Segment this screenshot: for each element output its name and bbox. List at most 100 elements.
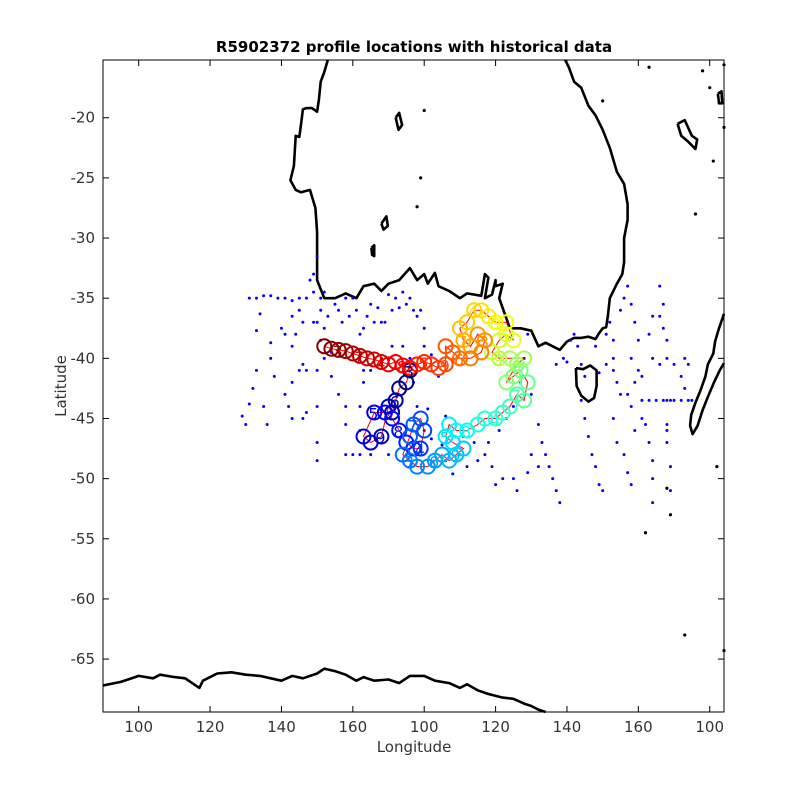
x-tick-label: 160 [339,718,368,736]
profile-marker [437,338,454,355]
x-tick-label: 100 [124,718,153,736]
historical-point [369,368,373,372]
historical-point [668,489,672,493]
profile-number-label: 4 [375,354,385,373]
historical-point [312,272,316,276]
historical-point [262,294,266,298]
historical-point [515,489,519,493]
historical-point [404,302,408,306]
historical-point [558,501,562,505]
antarctica-coastline [102,667,547,714]
historical-point [387,293,391,297]
historical-point [497,429,501,433]
historical-point [579,398,583,402]
historical-point [619,392,622,396]
historical-point [390,344,394,348]
historical-point [597,483,601,487]
historical-point [365,314,369,318]
historical-point [304,368,308,372]
historical-point [269,294,273,298]
profile-number-label: 3 [404,362,414,381]
historical-point [668,465,672,469]
historical-point [658,284,662,288]
historical-point [351,453,355,457]
historical-point [554,362,558,366]
x-tick-label: 100 [695,718,724,736]
historical-point [690,398,694,402]
historical-point [265,422,269,426]
profile-number-label: 4 [468,302,478,321]
historical-point [297,368,301,372]
historical-point [244,422,248,426]
profile-number-label: 7 [354,348,364,367]
historical-point [358,332,362,336]
historical-point [665,422,669,426]
x-tick-label: 140 [267,718,296,736]
profile-number-label: 7 [511,386,521,405]
historical-point [272,374,276,378]
historical-point [283,296,287,300]
historical-point [679,398,683,402]
historical-point [672,398,676,402]
profile-number-label: 9 [450,447,460,466]
profile-number-label: 6 [390,392,400,411]
profile-marker [355,428,372,445]
historical-point [344,404,348,408]
historical-point [608,320,612,324]
profile-marker [473,302,490,319]
historical-point [322,290,326,294]
historical-point [536,422,540,426]
profile-number-label: 4 [490,410,500,429]
profile-number-label: 4 [415,441,425,460]
historical-point [240,414,244,418]
historical-point [626,392,630,396]
historical-point [408,296,412,300]
historical-point [376,306,380,310]
profile-number-label: 7 [457,332,467,351]
historical-point [247,296,251,300]
profile-marker [501,398,518,415]
historical-point [526,332,530,336]
historical-point [451,472,455,476]
historical-point [329,374,333,378]
profile-marker [366,351,383,368]
historical-point [304,410,308,414]
historical-point [344,422,348,426]
historical-point [315,441,319,445]
historical-point [312,290,316,294]
historical-point [429,437,433,441]
historical-point [254,368,258,372]
tasmania-coastline [574,364,598,403]
historical-point [647,441,651,445]
historical-point [672,362,676,366]
historical-point [640,416,644,420]
historical-point [369,302,373,306]
historical-point [412,308,415,312]
profile-marker [384,410,401,427]
historical-point [686,398,690,402]
island-coastline [716,90,724,105]
historical-point [615,441,619,445]
profile-marker [498,314,515,331]
historical-point [347,314,351,318]
historical-point [251,386,255,390]
historical-point [308,278,312,282]
historical-point [633,320,637,324]
historical-point [636,368,640,372]
historical-point [283,332,287,336]
profile-marker [401,359,418,376]
historical-point [526,471,530,475]
historical-point [501,477,505,481]
historical-point [358,404,362,408]
historical-point [651,459,655,463]
profile-marker [344,345,361,362]
historical-point [315,404,319,408]
islet-marker [683,633,687,637]
historical-point [344,296,348,300]
historical-point [597,371,601,375]
new-zealand-coastline [688,313,726,436]
profile-marker [412,440,429,457]
historical-point [315,320,319,324]
historical-point [658,362,662,366]
historical-point [651,477,655,481]
